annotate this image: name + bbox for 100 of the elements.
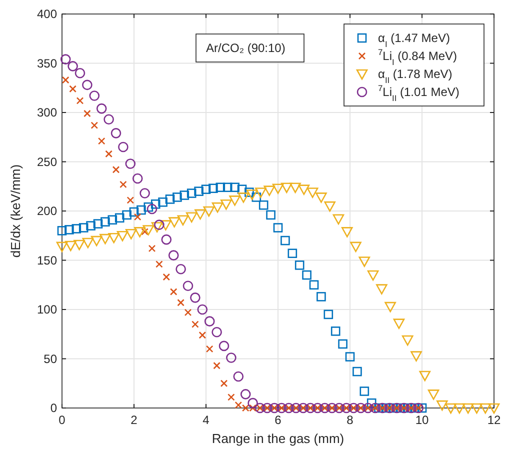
legend-label: $^{7}$Li$_{II}$ (1.01 MeV) <box>378 83 460 103</box>
point <box>100 234 111 244</box>
point <box>294 260 304 270</box>
y-tick-label: 350 <box>36 56 58 70</box>
point <box>246 190 258 200</box>
point <box>302 270 312 280</box>
point <box>108 232 120 244</box>
legend-label: α$_{II}$ (1.78 MeV) <box>378 67 452 85</box>
point <box>471 403 482 414</box>
point <box>208 184 218 193</box>
point <box>454 403 466 414</box>
point <box>203 206 215 217</box>
point <box>358 256 370 267</box>
point <box>144 202 154 212</box>
x-tick-label: 6 <box>274 413 282 427</box>
point <box>266 210 276 220</box>
point <box>324 310 334 320</box>
point <box>110 128 122 138</box>
point <box>154 220 164 230</box>
point <box>180 190 190 200</box>
point <box>177 298 184 306</box>
point <box>360 386 370 396</box>
point <box>384 302 396 312</box>
point <box>120 180 127 188</box>
point <box>213 362 220 370</box>
point <box>197 304 208 315</box>
point <box>194 186 204 196</box>
point <box>226 352 236 363</box>
x-tick-label: 2 <box>130 413 138 427</box>
point <box>345 352 355 362</box>
point <box>90 122 98 129</box>
point <box>172 192 182 202</box>
y-axis-title: dE/dx (keV/mm) <box>8 164 23 258</box>
point <box>168 217 180 228</box>
point <box>177 215 189 226</box>
point <box>462 403 474 414</box>
legend-label: $^{7}$Li$_{I}$ (0.84 MeV) <box>378 47 458 67</box>
point <box>108 215 118 225</box>
point <box>445 403 456 414</box>
point <box>186 212 198 223</box>
y-tick-label: 100 <box>36 302 58 316</box>
point <box>140 188 150 198</box>
point <box>134 227 146 238</box>
point <box>151 222 163 232</box>
point <box>428 390 440 400</box>
point <box>182 280 194 292</box>
point <box>86 221 96 230</box>
point <box>112 166 120 174</box>
point <box>488 403 500 414</box>
point <box>402 335 414 346</box>
point <box>306 188 318 198</box>
point <box>228 394 235 401</box>
point <box>316 192 327 203</box>
point <box>288 248 298 258</box>
point <box>338 339 348 349</box>
point <box>116 230 128 242</box>
point <box>84 110 91 118</box>
point <box>350 242 362 252</box>
point <box>156 260 163 268</box>
x-tick-label: 12 <box>487 413 501 427</box>
point <box>316 292 326 302</box>
point <box>82 80 92 90</box>
point <box>332 214 344 225</box>
y-tick-label: 300 <box>36 106 58 120</box>
point <box>190 292 200 303</box>
point <box>216 182 226 192</box>
point <box>82 238 94 248</box>
point <box>184 308 192 316</box>
point <box>74 240 85 250</box>
point <box>100 217 110 226</box>
point <box>68 61 78 72</box>
point <box>62 76 70 84</box>
point <box>125 158 136 169</box>
point <box>436 400 448 411</box>
point <box>146 204 158 214</box>
point <box>330 326 340 336</box>
point <box>150 199 160 209</box>
point <box>56 242 68 252</box>
point <box>280 236 290 246</box>
point <box>201 184 211 194</box>
point <box>240 389 251 400</box>
point <box>168 250 179 260</box>
point <box>132 173 143 184</box>
point <box>104 114 114 125</box>
point <box>222 182 232 192</box>
point <box>74 68 86 78</box>
point <box>352 366 362 376</box>
point <box>417 403 427 413</box>
point <box>69 85 76 93</box>
point <box>218 340 230 352</box>
x-axis-title: Range in the gas (mm) <box>212 431 344 446</box>
point <box>480 403 492 414</box>
point <box>134 213 142 221</box>
point <box>258 200 268 210</box>
point <box>122 210 132 220</box>
point <box>230 182 240 192</box>
point <box>142 225 154 236</box>
point <box>233 371 244 382</box>
point <box>186 188 196 198</box>
point <box>206 345 214 353</box>
